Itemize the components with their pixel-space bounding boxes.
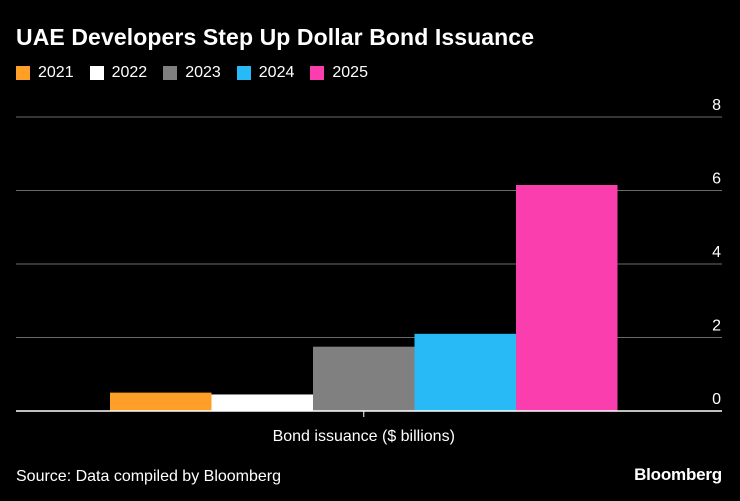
bloomberg-logo: Bloomberg [634, 465, 722, 484]
legend-swatch-2022 [89, 66, 104, 80]
legend-swatch-2025 [310, 66, 325, 80]
legend-item-2024: 2024 [236, 64, 295, 82]
y-tick-label-0: 0 [712, 391, 721, 408]
x-axis-category-label: Bond issuance ($ billions) [273, 428, 455, 445]
legend-label-2025: 2025 [332, 64, 368, 81]
bar-2021 [110, 392, 212, 411]
bar-2022 [211, 394, 313, 411]
y-tick-label-6: 6 [712, 171, 721, 188]
legend-label-2024: 2024 [258, 64, 295, 81]
legend-label-2022: 2022 [111, 64, 148, 81]
legend-swatch-2024 [236, 66, 251, 80]
legend-item-2023: 2023 [163, 64, 221, 82]
y-tick-label-8: 8 [712, 97, 721, 114]
bar-2023 [313, 346, 415, 411]
legend-item-2025: 2025 [310, 64, 368, 82]
bar-2024 [414, 333, 516, 411]
y-tick-label-4: 4 [712, 244, 721, 261]
legend-item-2022: 2022 [89, 64, 148, 82]
y-tick-label-2: 2 [712, 318, 721, 335]
legend-label-2021: 2021 [38, 64, 74, 81]
legend-swatch-2023 [163, 66, 178, 80]
legend-item-2021: 2021 [16, 64, 74, 82]
bars [110, 184, 618, 411]
legend-swatch-2021 [16, 66, 30, 80]
legend-label-2023: 2023 [185, 64, 221, 81]
source-note: Source: Data compiled by Bloomberg [16, 468, 282, 485]
legend: 2021 2022 2023 2024 2025 [16, 64, 384, 82]
chart-title: UAE Developers Step Up Dollar Bond Issua… [16, 24, 535, 50]
y-axis-tick-labels: 0 2 4 6 8 [712, 97, 721, 408]
bar-2025 [516, 184, 618, 411]
